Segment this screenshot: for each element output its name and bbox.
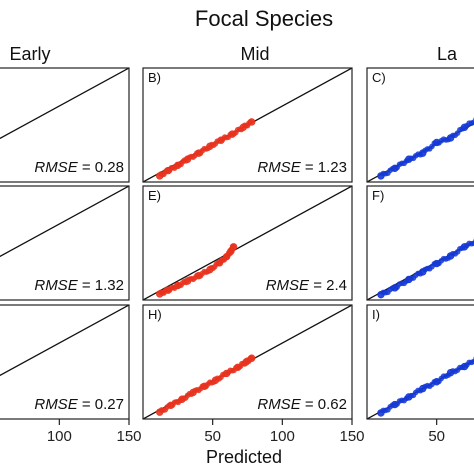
panel-plot-area bbox=[367, 238, 474, 300]
panel-label: I) bbox=[372, 307, 380, 322]
panel-frame bbox=[366, 304, 474, 420]
panel-5: F) bbox=[366, 185, 474, 301]
panel-label: B) bbox=[148, 70, 161, 85]
data-point bbox=[471, 358, 474, 365]
data-point bbox=[247, 118, 256, 126]
panel-4: E) RMSE = 2.4 bbox=[142, 185, 353, 301]
panel-2: C) bbox=[366, 67, 474, 183]
panel-1: B) RMSE = 1.23 bbox=[142, 67, 353, 183]
identity-line bbox=[367, 359, 474, 419]
identity-line bbox=[367, 240, 474, 300]
panel-frame bbox=[366, 67, 474, 183]
panel-plot-area bbox=[0, 305, 129, 377]
panel-frame bbox=[0, 67, 130, 183]
column-header-mid: Mid bbox=[240, 44, 269, 64]
x-axis-label: Predicted bbox=[206, 447, 282, 467]
data-point bbox=[471, 240, 474, 247]
identity-line bbox=[0, 186, 129, 258]
rmse-annotation: RMSE = 1.32 bbox=[34, 277, 124, 294]
panel-plot-area bbox=[367, 117, 474, 182]
panel-frame bbox=[0, 304, 130, 420]
panel-label: F) bbox=[372, 188, 384, 203]
panel-3: RMSE = 1.32 bbox=[0, 185, 130, 301]
panel-plot-area bbox=[0, 68, 129, 140]
rmse-annotation: RMSE = 0.27 bbox=[34, 396, 124, 413]
panel-frame bbox=[142, 304, 353, 420]
rmse-annotation: RMSE = 0.62 bbox=[257, 396, 347, 413]
panel-6: RMSE = 0.27 100 150 bbox=[0, 304, 142, 445]
rmse-annotation: RMSE = 0.28 bbox=[34, 159, 124, 176]
data-point bbox=[229, 243, 238, 251]
x-tick-label: 100 bbox=[47, 428, 72, 445]
panel-plot-area bbox=[367, 356, 474, 419]
panel-7: H) RMSE = 0.62 50 100 150 bbox=[142, 304, 365, 445]
panel-label: C) bbox=[372, 70, 386, 85]
panel-8: I) 50 bbox=[366, 304, 474, 445]
column-header-early: Early bbox=[9, 44, 50, 64]
panel-plot-area bbox=[143, 305, 352, 419]
panel-grid: RMSE = 0.28 B) RMSE = 1.23 C) RMSE = 1.32 E) R… bbox=[0, 67, 474, 445]
panel-plot-area bbox=[0, 186, 129, 258]
x-tick-label: 100 bbox=[270, 428, 295, 445]
identity-line bbox=[143, 186, 352, 300]
x-tick-label: 50 bbox=[428, 428, 445, 445]
identity-line bbox=[367, 122, 474, 182]
identity-line bbox=[0, 68, 129, 140]
panel-frame bbox=[0, 185, 130, 301]
chart-title: Focal Species bbox=[195, 6, 333, 31]
panel-plot-area bbox=[143, 68, 352, 182]
rmse-annotation: RMSE = 2.4 bbox=[266, 277, 347, 294]
rmse-annotation: RMSE = 1.23 bbox=[257, 159, 347, 176]
x-tick-label: 150 bbox=[339, 428, 364, 445]
panel-plot-area bbox=[143, 186, 352, 300]
panel-0: RMSE = 0.28 bbox=[0, 67, 130, 183]
panel-label: E) bbox=[148, 188, 161, 203]
panel-label: H) bbox=[148, 307, 162, 322]
identity-line bbox=[0, 305, 129, 377]
data-point bbox=[247, 354, 256, 362]
x-tick-label: 50 bbox=[204, 428, 221, 445]
panel-frame bbox=[142, 67, 353, 183]
data-point bbox=[471, 119, 474, 126]
panel-frame bbox=[142, 185, 353, 301]
panel-frame bbox=[366, 185, 474, 301]
column-header-late: La bbox=[437, 44, 458, 64]
x-tick-label: 150 bbox=[116, 428, 141, 445]
